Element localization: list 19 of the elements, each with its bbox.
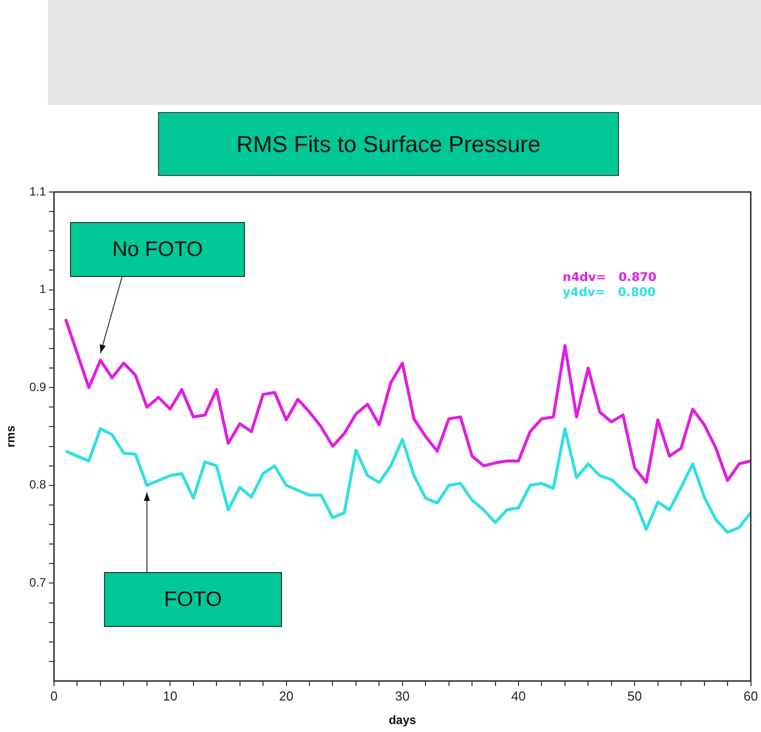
- y-axis-title: rms: [4, 425, 18, 448]
- text: n4dv= 0.870: [562, 270, 656, 284]
- text: y4dv= 0.800: [562, 285, 656, 300]
- x-tick-label: 40: [511, 688, 526, 704]
- y-tick-label: 0.9: [29, 380, 46, 394]
- x-tick-label: 30: [395, 688, 410, 704]
- chart-title: RMS Fits to Surface Pressure: [158, 112, 619, 176]
- x-tick-label: 60: [744, 688, 758, 704]
- x-tick-label: 20: [279, 688, 294, 704]
- x-tick-label: 10: [162, 688, 178, 704]
- note-box: No FOTO: [70, 222, 245, 277]
- note-box: FOTO: [104, 572, 282, 627]
- x-tick-label: 50: [627, 688, 642, 704]
- y-tick-label: 1.1: [29, 184, 46, 198]
- x-tick-label: 0: [50, 688, 58, 704]
- x-axis-title: days: [388, 713, 416, 728]
- y-tick-label: 1: [39, 282, 46, 296]
- y-tick-label: 0.7: [29, 576, 46, 590]
- y-tick-label: 0.8: [29, 478, 46, 492]
